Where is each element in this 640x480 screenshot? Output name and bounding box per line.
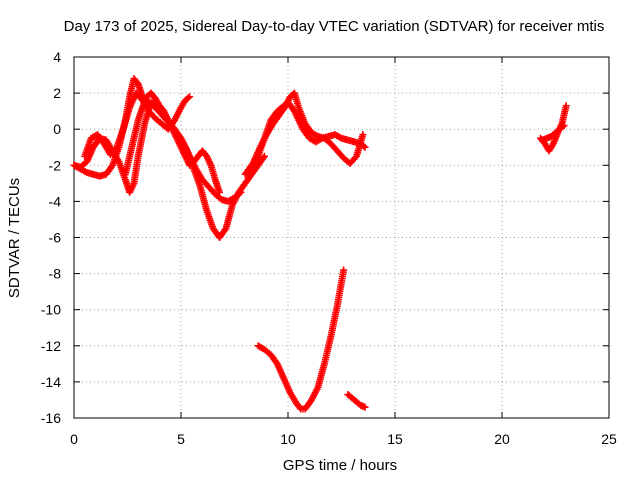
x-tick-label: 0: [70, 431, 78, 447]
y-tick-label: -2: [49, 157, 62, 173]
y-tick-label: -4: [49, 193, 62, 209]
y-tick-label: 4: [53, 49, 61, 65]
data-point: [562, 102, 570, 110]
data-point: [559, 123, 567, 131]
data-point: [216, 188, 224, 196]
data-point: [259, 154, 267, 162]
y-tick-label: 2: [53, 85, 61, 101]
y-tick-label: -6: [49, 230, 62, 246]
data-point: [361, 403, 369, 411]
y-axis-label: SDTVAR / TECUs: [6, 178, 23, 298]
x-tick-label: 15: [387, 431, 403, 447]
x-axis-label: GPS time / hours: [283, 457, 397, 474]
data-point: [361, 143, 369, 151]
y-tick-label: -14: [41, 374, 61, 390]
data-point: [560, 122, 568, 130]
data-point: [296, 404, 304, 412]
y-tick-label: 0: [53, 121, 61, 137]
series-arc-f: [250, 89, 367, 167]
data-point: [184, 94, 192, 102]
series-arc-g: [254, 266, 348, 413]
data-point: [186, 93, 194, 101]
x-tick-label: 20: [494, 431, 510, 447]
grid-lines: [74, 57, 609, 418]
x-tick-label: 25: [601, 431, 617, 447]
y-tick-label: -16: [41, 410, 61, 426]
data-points: [70, 75, 570, 413]
data-point: [260, 152, 268, 160]
series-arc-d: [121, 89, 224, 196]
y-tick-label: -10: [41, 302, 61, 318]
x-tick-label: 5: [177, 431, 185, 447]
series-arc-h: [344, 391, 369, 411]
y-tick-label: -8: [49, 266, 62, 282]
y-tick-label: -12: [41, 338, 61, 354]
data-point: [359, 131, 367, 139]
series-arc-b: [70, 75, 268, 241]
x-axis-ticks: 0 5 10 15 20 25: [70, 57, 617, 447]
y-axis-ticks: 4 2 0 -2 -4 -6 -8 -10 -12 -14 -16: [41, 49, 609, 426]
series-arc-j: [539, 122, 568, 144]
x-tick-label: 10: [280, 431, 296, 447]
data-point: [107, 163, 115, 171]
chart-title: Day 173 of 2025, Sidereal Day-to-day VTE…: [64, 18, 605, 35]
data-point: [340, 266, 348, 274]
